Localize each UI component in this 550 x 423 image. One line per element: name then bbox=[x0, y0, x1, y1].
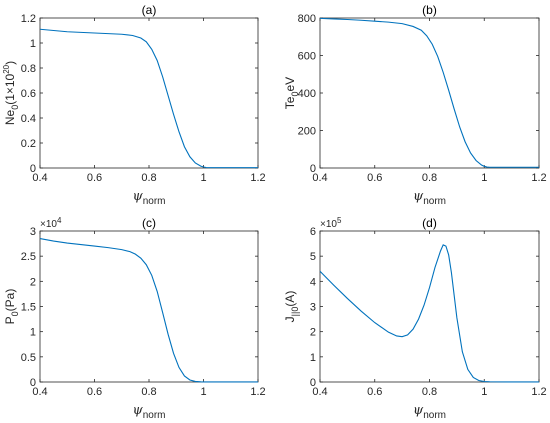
x-axis-label: ψnorm bbox=[133, 403, 166, 421]
axis-exponent: ×104 bbox=[40, 216, 62, 230]
x-tick-label: 0.6 bbox=[367, 386, 382, 398]
y-tick-label: 0 bbox=[30, 163, 36, 175]
x-axis-label: ψnorm bbox=[413, 189, 446, 207]
y-axis-label: J||0(A) bbox=[283, 291, 300, 323]
y-axis-label: P0(Pa) bbox=[3, 289, 20, 325]
panel-a: 0.4 0.6 0.8 1 1.2 0 0.2 0.4 0.6 0.8 1 1.2 (a) ψnorm Ne… bbox=[2, 3, 266, 207]
axes-box bbox=[319, 230, 540, 383]
x-tick-label: 0.8 bbox=[422, 172, 437, 184]
axes-box bbox=[39, 230, 259, 383]
x-axis-label: ψnorm bbox=[133, 189, 166, 207]
y-tick-label: 600 bbox=[298, 51, 316, 63]
y-tick-label: 0 bbox=[30, 377, 36, 389]
x-tick-label: 0.6 bbox=[87, 172, 102, 184]
y-tick-label: 0.5 bbox=[21, 352, 36, 364]
y-tick-label: 0.8 bbox=[21, 63, 36, 75]
y-tick-label: 0 bbox=[310, 377, 316, 389]
x-tick-label: 1 bbox=[200, 386, 206, 398]
series-line bbox=[319, 17, 539, 168]
series-line bbox=[319, 244, 539, 383]
y-tick-label: 0 bbox=[310, 163, 316, 175]
y-tick-label: 1.5 bbox=[21, 302, 36, 314]
y-tick-label: 400 bbox=[298, 88, 316, 100]
axis-exponent: ×105 bbox=[320, 216, 342, 230]
x-tick-label: 0.8 bbox=[141, 386, 156, 398]
y-tick-label: 2 bbox=[310, 327, 316, 339]
panel-title: (d) bbox=[422, 216, 437, 230]
y-tick-label: 0.2 bbox=[21, 138, 36, 150]
x-tick-label: 1.2 bbox=[250, 386, 265, 398]
y-tick-label: 0.6 bbox=[21, 88, 36, 100]
panel-b: 0.4 0.6 0.8 1 1.2 0 200 400 600 800 (b) ψnorm Te0eV bbox=[283, 3, 547, 207]
x-tick-label: 0.4 bbox=[32, 172, 47, 184]
x-tick-label: 0.8 bbox=[422, 386, 437, 398]
y-tick-label: 3 bbox=[310, 302, 316, 314]
y-tick-label: 4 bbox=[310, 276, 316, 288]
x-tick-label: 1.2 bbox=[531, 386, 546, 398]
y-axis-label: Te0eV bbox=[283, 77, 300, 109]
y-tick-label: 1.2 bbox=[21, 13, 36, 25]
y-tick-label: 1 bbox=[30, 327, 36, 339]
panel-title: (b) bbox=[422, 3, 437, 17]
y-tick-label: 200 bbox=[298, 126, 316, 138]
x-tick-label: 1 bbox=[200, 172, 206, 184]
y-tick-label: 0.4 bbox=[21, 113, 36, 125]
x-tick-label: 0.4 bbox=[32, 386, 47, 398]
y-tick-label: 1 bbox=[310, 352, 316, 364]
x-tick-label: 1 bbox=[481, 172, 487, 184]
y-axis-label: Ne0(1×1020) bbox=[2, 61, 20, 125]
x-tick-label: 1.2 bbox=[250, 172, 265, 184]
x-tick-label: 0.6 bbox=[367, 172, 382, 184]
x-tick-label: 1 bbox=[481, 386, 487, 398]
series-line bbox=[39, 238, 258, 383]
y-tick-label: 6 bbox=[310, 226, 316, 238]
y-tick-label: 5 bbox=[310, 251, 316, 263]
panel-title: (c) bbox=[142, 216, 156, 230]
x-axis-label: ψnorm bbox=[413, 403, 446, 421]
y-tick-label: 1 bbox=[30, 38, 36, 50]
series-line bbox=[39, 28, 258, 169]
y-tick-label: 2.5 bbox=[21, 251, 36, 263]
y-tick-label: 2 bbox=[30, 276, 36, 288]
x-tick-label: 0.8 bbox=[141, 172, 156, 184]
x-tick-label: 0.6 bbox=[87, 386, 102, 398]
x-tick-label: 0.4 bbox=[312, 172, 327, 184]
panel-d: 0.4 0.6 0.8 1 1.2 0 1 2 3 4 5 6 ×105 (d) ψnorm J||0(A) bbox=[283, 216, 547, 421]
panel-c: 0.4 0.6 0.8 1 1.2 0 0.5 1 1.5 2 2.5 3 ×104 (c) ψnorm P0… bbox=[3, 216, 266, 421]
panel-title: (a) bbox=[142, 3, 157, 17]
y-tick-label: 800 bbox=[298, 13, 316, 25]
x-tick-label: 0.4 bbox=[312, 386, 327, 398]
x-tick-label: 1.2 bbox=[531, 172, 546, 184]
y-tick-label: 3 bbox=[30, 226, 36, 238]
axes-box bbox=[39, 17, 259, 169]
